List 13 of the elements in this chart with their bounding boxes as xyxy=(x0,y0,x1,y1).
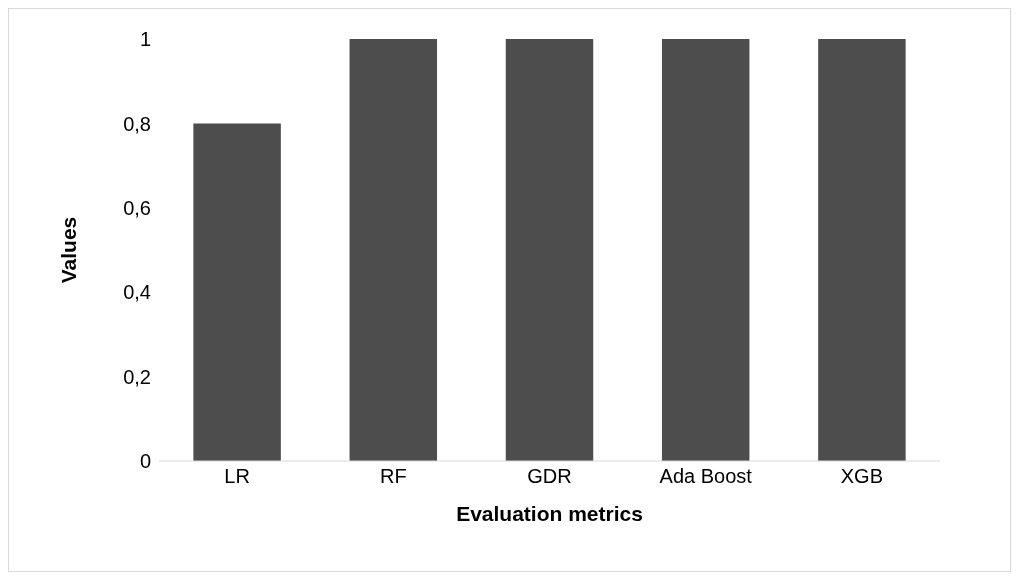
x-tick-label: Ada Boost xyxy=(659,465,753,488)
y-tick-label: 0,8 xyxy=(123,112,151,135)
y-tick-label: 0,6 xyxy=(123,196,151,219)
x-tick-label: GDR xyxy=(527,465,572,488)
x-tick-label: LR xyxy=(224,465,250,488)
y-tick-label: 1 xyxy=(139,28,151,51)
y-tick-label: 0,4 xyxy=(123,281,151,304)
y-tick-label: 0,2 xyxy=(123,365,151,388)
x-tick-label: RF xyxy=(379,465,407,488)
y-tick-label: 0 xyxy=(139,450,151,473)
x-tick-label: XGB xyxy=(840,465,884,488)
x-axis-title: Evaluation metrics xyxy=(456,502,643,525)
y-axis-title: Values xyxy=(57,216,81,284)
